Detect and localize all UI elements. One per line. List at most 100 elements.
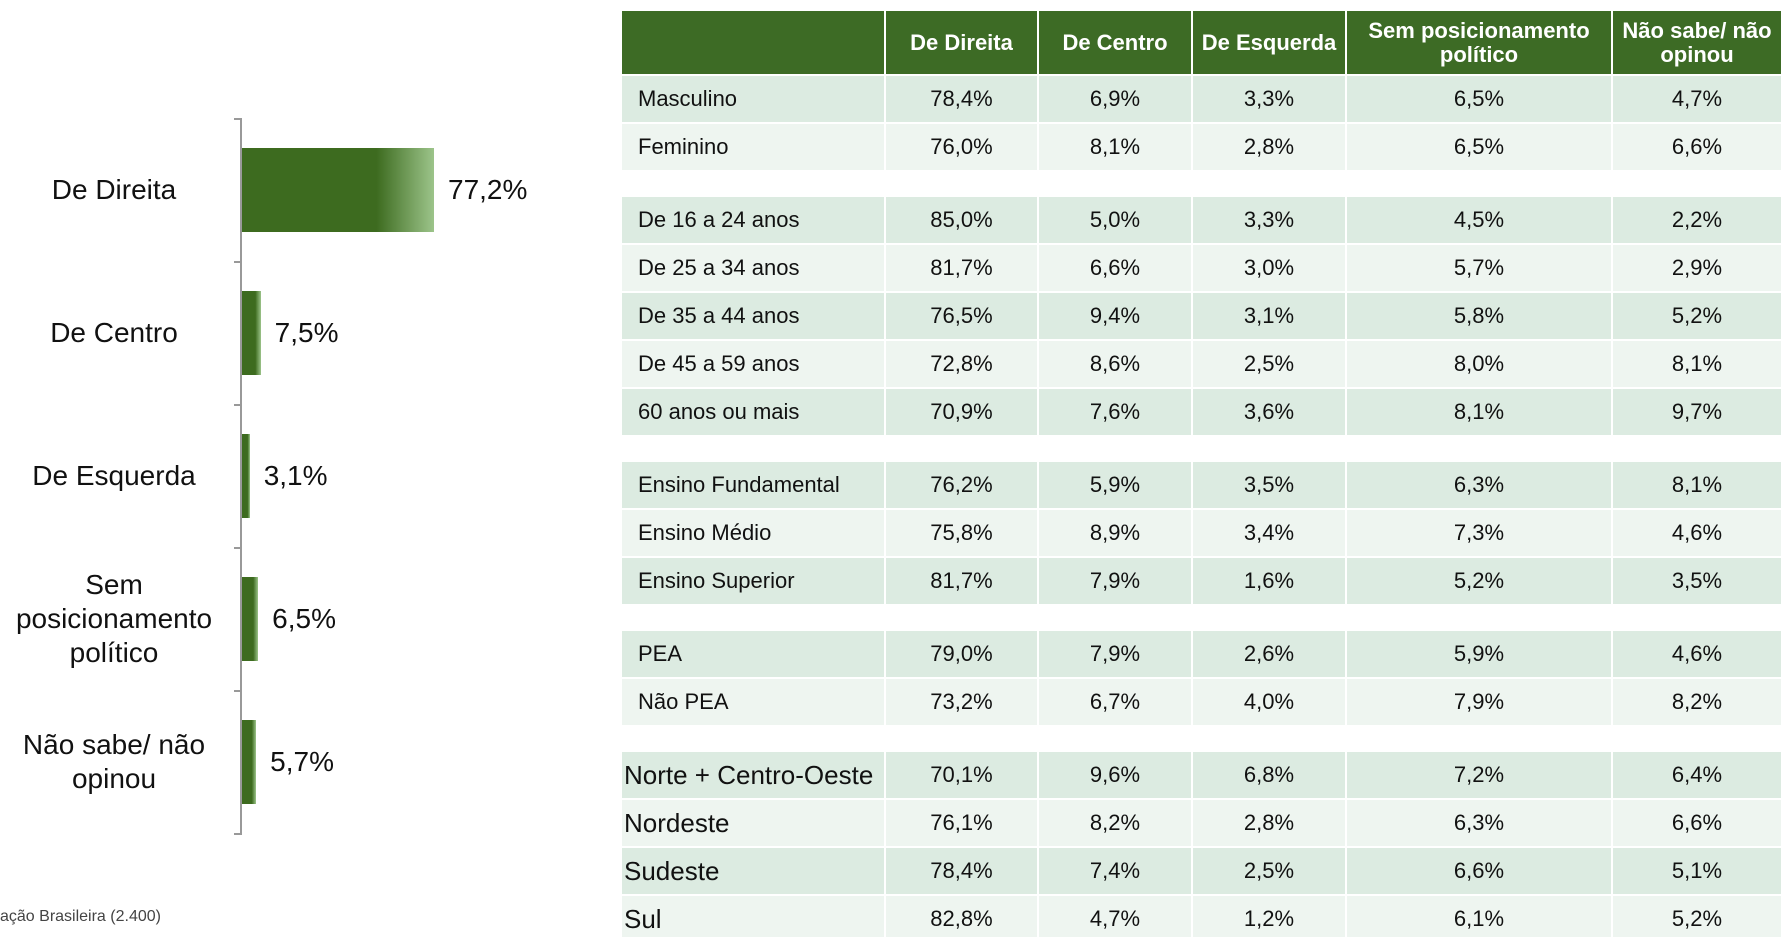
table-cell: 78,4% (886, 848, 1037, 894)
table-cell: 6,6% (1613, 124, 1781, 170)
table-cell: 4,5% (1347, 197, 1611, 243)
table-cell: 6,5% (1347, 76, 1611, 122)
table-cell: 76,1% (886, 800, 1037, 846)
row-label: Norte + Centro-Oeste (622, 752, 884, 798)
row-label: Feminino (622, 124, 884, 170)
table-cell: 75,8% (886, 510, 1037, 556)
table-cell: 4,6% (1613, 631, 1781, 677)
table-cell: 5,9% (1347, 631, 1611, 677)
table-cell: 4,0% (1193, 679, 1345, 725)
table-cell: 7,9% (1039, 558, 1191, 604)
table-cell: 5,2% (1613, 293, 1781, 339)
table-cell: 3,3% (1193, 76, 1345, 122)
table-cell: 1,6% (1193, 558, 1345, 604)
row-label: Ensino Fundamental (622, 462, 884, 508)
table-cell: 2,9% (1613, 245, 1781, 291)
table-cell: 9,4% (1039, 293, 1191, 339)
category-label: Sem posicionamento político (15, 568, 213, 668)
value-label: 3,1% (263, 459, 328, 491)
value-label: 5,7% (270, 745, 334, 777)
row-label: 60 anos ou mais (622, 389, 884, 435)
table-cell: 76,0% (886, 124, 1037, 170)
table-header: De Esquerda (1193, 11, 1345, 74)
table-header: De Direita (886, 11, 1037, 74)
row-label: Sudeste (622, 848, 884, 894)
table-cell: 70,9% (886, 389, 1037, 435)
axis-tick (234, 547, 242, 549)
table-header: Sem posicionamento político (1347, 11, 1611, 74)
table-cell: 7,2% (1347, 752, 1611, 798)
table-cell: 3,3% (1193, 197, 1345, 243)
table-cell: 8,1% (1613, 341, 1781, 387)
table-cell: 9,6% (1039, 752, 1191, 798)
table-cell: 2,8% (1193, 800, 1345, 846)
row-label: Não PEA (622, 679, 884, 725)
table-cell: 2,2% (1613, 197, 1781, 243)
axis-tick (234, 833, 242, 835)
table-cell: 4,7% (1613, 76, 1781, 122)
table-cell: 7,6% (1039, 389, 1191, 435)
table-header: De Centro (1039, 11, 1191, 74)
table-cell: 8,1% (1347, 389, 1611, 435)
table-cell: 5,0% (1039, 197, 1191, 243)
table-cell: 81,7% (886, 558, 1037, 604)
bar (242, 576, 259, 661)
row-label: Nordeste (622, 800, 884, 846)
table-cell: 78,4% (886, 76, 1037, 122)
table-cell: 4,6% (1613, 510, 1781, 556)
axis-tick (234, 404, 242, 406)
row-label: Ensino Superior (622, 558, 884, 604)
row-label: PEA (622, 631, 884, 677)
table-cell: 3,1% (1193, 293, 1345, 339)
table-cell: 73,2% (886, 679, 1037, 725)
table-cell: 3,5% (1613, 558, 1781, 604)
table-cell: 72,8% (886, 341, 1037, 387)
category-label: Não sabe/ não opinou (22, 728, 206, 794)
table-cell: 82,8% (886, 896, 1037, 937)
table-cell: 8,0% (1347, 341, 1611, 387)
table-cell: 3,4% (1193, 510, 1345, 556)
table-cell: 6,8% (1193, 752, 1345, 798)
bar (242, 290, 261, 375)
table-cell: 4,7% (1039, 896, 1191, 937)
table-cell: 3,5% (1193, 462, 1345, 508)
table-cell: 9,7% (1613, 389, 1781, 435)
row-label: De 25 a 34 anos (622, 245, 884, 291)
category-label: De Esquerda (32, 459, 196, 491)
table-cell: 6,5% (1347, 124, 1611, 170)
table-header (622, 11, 884, 74)
row-label: Sul (622, 896, 884, 937)
table-cell: 76,2% (886, 462, 1037, 508)
table-cell: 6,1% (1347, 896, 1611, 937)
bar (242, 147, 434, 232)
table-cell: 70,1% (886, 752, 1037, 798)
table-cell: 2,5% (1193, 848, 1345, 894)
row-label: De 45 a 59 anos (622, 341, 884, 387)
table-cell: 8,1% (1613, 462, 1781, 508)
category-label: De Centro (50, 316, 178, 348)
table-cell: 8,6% (1039, 341, 1191, 387)
table-cell: 6,6% (1613, 800, 1781, 846)
value-label: 77,2% (448, 173, 528, 205)
table-cell: 8,2% (1613, 679, 1781, 725)
table-cell: 6,4% (1613, 752, 1781, 798)
table-cell: 6,6% (1347, 848, 1611, 894)
table-cell: 2,6% (1193, 631, 1345, 677)
value-label: 6,5% (272, 602, 336, 634)
category-label: De Direita (51, 173, 177, 205)
table-cell: 81,7% (886, 245, 1037, 291)
table-cell: 3,6% (1193, 389, 1345, 435)
axis-line (240, 118, 242, 835)
axis-tick (234, 261, 242, 263)
table-cell: 7,9% (1347, 679, 1611, 725)
row-label: Ensino Médio (622, 510, 884, 556)
bar (242, 433, 250, 518)
table-cell: 6,3% (1347, 462, 1611, 508)
table-cell: 85,0% (886, 197, 1037, 243)
table-header: Não sabe/ não opinou (1613, 11, 1781, 74)
table-cell: 5,2% (1613, 896, 1781, 937)
row-label: De 16 a 24 anos (622, 197, 884, 243)
table-cell: 7,3% (1347, 510, 1611, 556)
table-cell: 5,2% (1347, 558, 1611, 604)
